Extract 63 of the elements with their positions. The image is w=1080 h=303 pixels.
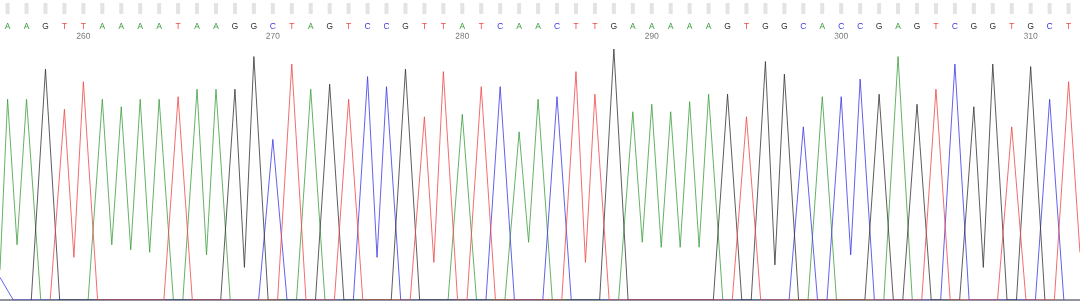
text: A <box>156 23 162 29</box>
text: A <box>118 23 125 29</box>
x-tick-label: 280 <box>455 32 470 39</box>
text: A <box>99 23 106 29</box>
text: C <box>270 23 276 29</box>
text: T <box>289 23 295 29</box>
text: G <box>876 23 882 29</box>
text: T <box>422 23 427 29</box>
text: A <box>819 23 826 29</box>
text: T <box>478 23 484 29</box>
text: A <box>4 23 11 29</box>
text: A <box>705 23 712 29</box>
text: G <box>781 23 788 29</box>
text: C <box>497 23 503 29</box>
text: A <box>137 23 144 29</box>
text: A <box>686 23 693 29</box>
text: C <box>1047 23 1053 29</box>
text: G <box>724 23 731 29</box>
text: A <box>194 23 200 29</box>
text: A <box>516 23 522 29</box>
text: T <box>175 23 181 29</box>
text: T <box>80 23 86 29</box>
text: T <box>62 23 67 29</box>
text: A <box>213 23 219 29</box>
text: T <box>1009 23 1015 29</box>
text: C <box>383 23 390 29</box>
text: G <box>42 23 49 29</box>
text: T <box>744 23 749 29</box>
text: G <box>326 23 333 29</box>
text: C <box>800 23 807 29</box>
text: G <box>232 23 238 29</box>
text: A <box>648 23 655 29</box>
x-tick-label: 300 <box>834 32 848 39</box>
text: A <box>307 23 314 29</box>
x-tick-label: 310 <box>1023 32 1038 39</box>
text: T <box>1066 23 1071 29</box>
text: T <box>592 23 598 29</box>
text: G <box>762 23 769 29</box>
text: A <box>630 23 636 29</box>
text: C <box>952 23 958 29</box>
text: G <box>610 23 617 29</box>
text: G <box>402 23 409 29</box>
text: T <box>346 23 352 29</box>
text: C <box>364 23 371 29</box>
text: G <box>251 23 257 29</box>
text: A <box>535 23 541 29</box>
text: T <box>440 23 446 29</box>
x-tick-label: 260 <box>76 32 91 39</box>
text: T <box>933 23 939 29</box>
text: G <box>989 23 996 29</box>
x-tick-label: 270 <box>266 32 280 39</box>
text: A <box>459 23 466 29</box>
x-tick-label: 290 <box>645 32 659 39</box>
text: A <box>23 23 30 29</box>
text: T <box>573 23 579 29</box>
text: A <box>667 23 674 29</box>
text: C <box>838 23 844 29</box>
text: G <box>970 23 977 29</box>
text: G <box>1027 23 1034 29</box>
text: G <box>914 23 920 29</box>
text: C <box>554 23 560 29</box>
text: C <box>857 23 863 29</box>
text: A <box>895 23 901 29</box>
